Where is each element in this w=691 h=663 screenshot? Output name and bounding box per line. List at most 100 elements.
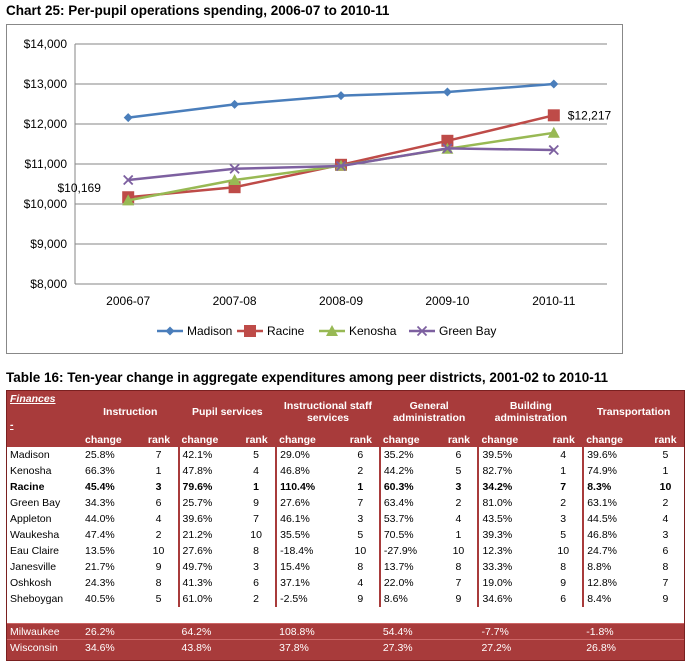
y-tick-label: $8,000 [30, 277, 67, 291]
data-point [336, 91, 346, 101]
footer-change-cell: 43.8% [178, 639, 277, 655]
rank-cell: 10 [341, 543, 380, 559]
change-cell: 44.2% [378, 463, 440, 479]
data-point [548, 144, 559, 156]
rank-cell: 4 [139, 511, 179, 527]
rank-cell: 5 [139, 591, 179, 607]
series-line-racine [128, 114, 555, 199]
legend-label: Kenosha [349, 324, 397, 338]
change-cell: 21.2% [177, 527, 238, 543]
district-name: Oshkosh [7, 575, 82, 591]
footer-change-cell: 26.8% [583, 639, 684, 655]
district-name: Green Bay [7, 495, 82, 511]
subheader-change: change [379, 433, 440, 447]
rank-cell: 4 [341, 575, 380, 591]
change-cell: 44.0% [81, 511, 140, 527]
group-header: Instruction [81, 391, 179, 433]
group-header: Transportation [583, 391, 684, 433]
rank-cell: 1 [139, 463, 179, 479]
y-tick-label: $12,000 [24, 117, 68, 131]
rank-cell: 10 [646, 479, 684, 495]
rank-cell: 7 [646, 575, 684, 591]
change-cell: 37.1% [275, 575, 342, 591]
subheader-rank: rank [139, 433, 179, 447]
table-row: Oshkosh 24.3% 8 41.3% 6 37.1% 4 22.0% 7 19.0% 9 12.… [7, 575, 684, 591]
rank-cell: 8 [341, 559, 380, 575]
rank-cell: 1 [237, 479, 277, 495]
footer-name: Milwaukee [7, 623, 82, 640]
chart-svg: $8,000 $9,000 $10,000 $11,000 $12,000 $13,000… [24, 37, 612, 338]
data-label: $12,217 [568, 108, 612, 122]
rank-cell: 2 [646, 495, 684, 511]
rank-cell: 8 [237, 543, 277, 559]
table-row: Janesville 21.7% 9 49.7% 3 15.4% 8 13.7% 8 33.3% 8… [7, 559, 684, 575]
data-point [123, 174, 134, 186]
table-row: Eau Claire 13.5% 10 27.6% 8 -18.4% 10 -27.9% 10 1… [7, 543, 684, 559]
change-cell: 25.7% [177, 495, 238, 511]
footer-name: Wisconsin [7, 639, 82, 655]
rank-cell: 10 [544, 543, 584, 559]
rank-cell: 5 [544, 527, 584, 543]
table-gap-row [7, 607, 684, 624]
change-cell: 66.3% [81, 463, 140, 479]
rank-cell: 3 [544, 511, 584, 527]
data-point [335, 160, 347, 172]
change-cell: 34.3% [81, 495, 140, 511]
footer-change-cell: 34.6% [81, 639, 179, 655]
rank-cell: 4 [544, 447, 584, 463]
change-cell: 8.3% [582, 479, 647, 495]
data-point [229, 163, 240, 174]
change-cell: -18.4% [275, 543, 342, 559]
change-cell: 110.4% [275, 479, 342, 495]
footer-change-cell: 27.3% [379, 639, 479, 655]
data-point [123, 113, 133, 123]
rank-cell: 9 [341, 591, 380, 607]
change-cell: 46.8% [582, 527, 647, 543]
change-cell: 35.2% [378, 447, 440, 463]
change-cell: 41.3% [177, 575, 238, 591]
rank-cell: 2 [139, 527, 179, 543]
finances-label: Finances [10, 393, 56, 405]
change-cell: 35.5% [275, 527, 342, 543]
subheader-rank: rank [544, 433, 584, 447]
group-header: Instructional staff services [276, 391, 380, 433]
group-header: General administration [379, 391, 479, 433]
rank-cell: 3 [341, 511, 380, 527]
rank-cell: 3 [439, 479, 479, 495]
rank-cell: 6 [237, 575, 277, 591]
footer-change-cell: 27.2% [478, 639, 584, 655]
change-cell: 15.4% [275, 559, 342, 575]
rank-cell: 2 [439, 495, 479, 511]
rank-cell: 9 [439, 591, 479, 607]
district-name: Kenosha [7, 463, 82, 479]
rank-cell: 6 [341, 447, 380, 463]
change-cell: 45.4% [81, 479, 140, 495]
district-name: Madison [7, 447, 82, 463]
footer-row: Milwaukee 26.2% 64.2% 108.8% 54.4% -7.7% -1.8% [7, 623, 684, 640]
data-point [547, 126, 560, 138]
rank-cell: 9 [544, 575, 584, 591]
rank-cell: 8 [544, 559, 584, 575]
change-cell: 43.5% [477, 511, 545, 527]
change-cell: 39.5% [477, 447, 545, 463]
rank-cell: 5 [439, 463, 479, 479]
change-cell: 21.7% [81, 559, 140, 575]
table-row: Waukesha 47.4% 2 21.2% 10 35.5% 5 70.5% 1 39.3% 5 4… [7, 527, 684, 543]
district-name: Janesville [7, 559, 82, 575]
x-tick-label: 2009-10 [425, 294, 469, 308]
change-cell: 79.6% [177, 479, 238, 495]
corner-dash: - [10, 419, 14, 431]
change-cell: 63.1% [582, 495, 647, 511]
x-tick-label: 2010-11 [532, 294, 575, 308]
rank-cell: 7 [439, 575, 479, 591]
rank-cell: 4 [646, 511, 684, 527]
group-header: Building administration [478, 391, 584, 433]
subheader-rank: rank [646, 433, 684, 447]
change-cell: 39.6% [582, 447, 647, 463]
rank-cell: 10 [439, 543, 479, 559]
data-point [442, 87, 452, 97]
change-cell: 81.0% [477, 495, 545, 511]
change-cell: 34.2% [477, 479, 545, 495]
change-cell: 27.6% [275, 495, 342, 511]
change-cell: 24.7% [582, 543, 647, 559]
